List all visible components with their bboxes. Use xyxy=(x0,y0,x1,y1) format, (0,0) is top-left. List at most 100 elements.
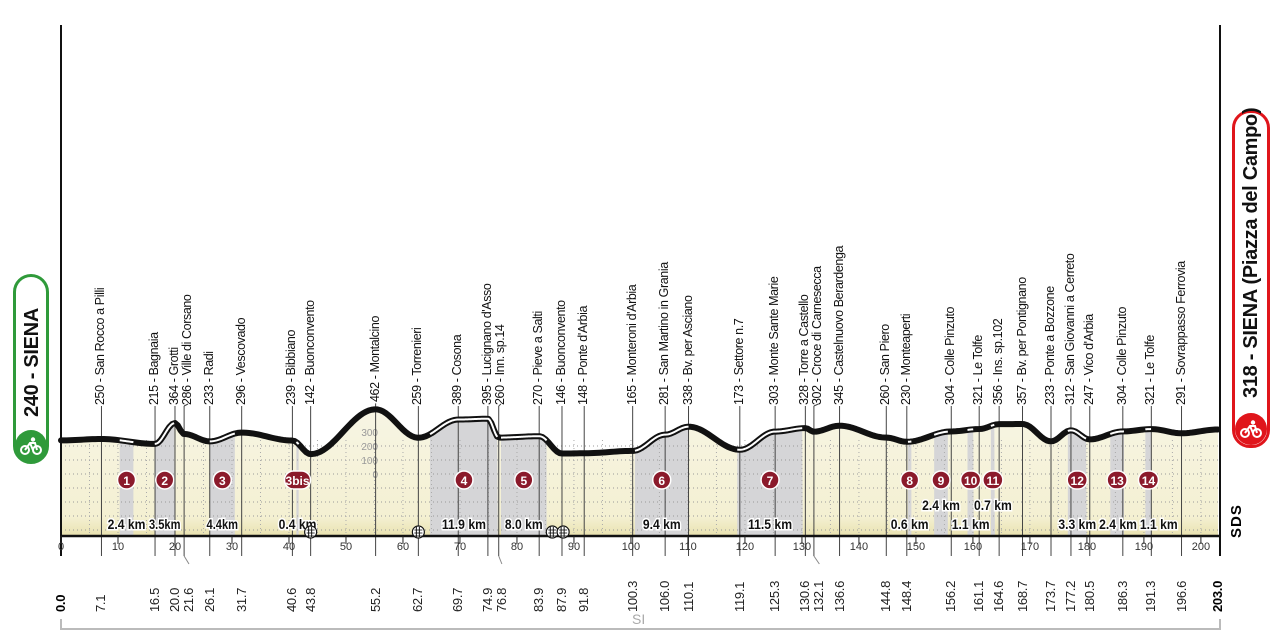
sector-number: 4 xyxy=(461,474,468,488)
start-badge: 240 - SIENA xyxy=(13,274,49,464)
sector-length: 9.4 km xyxy=(643,516,681,532)
km-label: 74.9 xyxy=(479,587,495,612)
gravel-sector-stripe xyxy=(209,432,236,443)
finish-badge: 318 - SIENA (Piazza del Campo) xyxy=(1232,107,1270,448)
level-crossing-icon xyxy=(304,525,318,539)
gravel-sector-stripe xyxy=(737,427,803,451)
sector-length: 0.6 km xyxy=(891,516,929,532)
km-label: 83.9 xyxy=(531,587,547,612)
km-label: 119.1 xyxy=(731,581,747,612)
axis-tick-label: 70 xyxy=(454,541,466,553)
km-label: 186.3 xyxy=(1114,580,1130,612)
sector-badge xyxy=(154,470,175,490)
place-label: 303 - Monte Sante Marie xyxy=(767,276,782,405)
axis-tick-label: 50 xyxy=(340,541,352,553)
sector-number: 8 xyxy=(906,474,913,488)
km-label: 16.5 xyxy=(147,587,163,612)
elevation-tick-label: 200 xyxy=(361,442,378,453)
province-label: SI xyxy=(632,611,646,627)
axis-tick-label: 40 xyxy=(283,541,295,553)
elevation-tick-label: 300 xyxy=(361,428,378,439)
sector-length: 1.1 km xyxy=(1140,516,1178,532)
km-label: 87.9 xyxy=(553,587,569,612)
sector-number: 9 xyxy=(938,474,945,488)
km-label: 20.0 xyxy=(166,587,182,612)
gravel-sector-stripe xyxy=(154,422,175,445)
elevation-tick-label: 100 xyxy=(361,456,378,467)
axis-tick-label: 20 xyxy=(169,541,181,553)
place-label: 321 - Le Tolfe xyxy=(1143,335,1158,405)
place-label: 291 - Sovrappasso Ferrovia xyxy=(1173,261,1188,405)
place-label: 250 - San Rocco a Pilli xyxy=(93,287,108,405)
place-label: 233 - Ponte a Bozzone xyxy=(1043,286,1057,405)
axis-tick-label: 60 xyxy=(397,541,409,553)
sector-length: 8.0 km xyxy=(505,516,543,532)
gravel-sector-stripe xyxy=(1067,429,1087,440)
gravel-sector-stripe xyxy=(500,435,548,442)
km-label: 125.3 xyxy=(767,580,783,612)
sector-marker: 8 xyxy=(899,470,920,490)
place-label: 281 - San Martino in Grania xyxy=(657,262,672,405)
sector-number: 1 xyxy=(123,474,130,488)
place-label: 356 - Ins. sp.102 xyxy=(991,318,1006,405)
km-label: 55.2 xyxy=(367,587,383,612)
sector-badge xyxy=(959,470,982,490)
start-label: 240 - SIENA xyxy=(21,308,43,417)
sector-number: 12 xyxy=(1071,474,1085,488)
finish-label: 318 - SIENA (Piazza del Campo) xyxy=(1240,107,1262,398)
place-label: 260 - San Piero xyxy=(878,324,893,405)
place-label: 462 - Montalcino xyxy=(367,316,382,403)
sector-number: 13 xyxy=(1110,474,1124,488)
level-crossing-icon xyxy=(411,525,425,539)
axis-tick-label: 80 xyxy=(511,541,523,553)
level-crossing-circle xyxy=(411,525,425,539)
province-bracket xyxy=(60,619,1221,630)
sector-length: 4.4km xyxy=(207,516,239,532)
sector-marker: 5 xyxy=(514,470,534,490)
km-leader-line xyxy=(498,555,503,565)
axis-tick-label: 180 xyxy=(1078,541,1096,553)
km-label: 173.7 xyxy=(1043,580,1058,612)
sector-number: 2 xyxy=(161,474,168,488)
km-label: 62.7 xyxy=(410,587,426,612)
sector-marker: 3bis xyxy=(283,470,312,490)
axis-tick-label: 190 xyxy=(1135,541,1153,553)
place-label: 321 - Le Tolfe xyxy=(971,335,986,405)
sector-length: 2.4 km xyxy=(108,516,146,532)
sector-number: 10 xyxy=(964,474,978,488)
km-label: 164.6 xyxy=(991,580,1007,612)
sector-length: 3.3 km xyxy=(1058,516,1096,532)
place-label: 148 - Ponte d'Arbia xyxy=(576,305,591,405)
level-crossing-circle xyxy=(304,525,318,539)
place-label: 165 - Monteroni d'Arbia xyxy=(624,284,639,405)
sector-number: 14 xyxy=(1142,474,1156,488)
bike-icon xyxy=(1235,413,1267,445)
km-label: 76.8 xyxy=(493,587,509,612)
km-leader-line xyxy=(813,555,820,565)
leader-line xyxy=(813,403,819,407)
km-label: 132.1 xyxy=(811,580,827,612)
sector-badge xyxy=(514,470,534,490)
axis-tick-label: 130 xyxy=(793,541,811,553)
km-label: 196.6 xyxy=(1173,580,1189,612)
km-label: 180.5 xyxy=(1081,580,1097,612)
leader-line xyxy=(498,403,502,407)
gravel-sector-stripe xyxy=(295,441,300,445)
axis-tick-label: 90 xyxy=(568,541,580,553)
km-label: 203.0 xyxy=(1210,580,1225,612)
place-label: 260 - Inn. sp.14 xyxy=(492,324,507,405)
sector-badge xyxy=(982,470,1004,490)
sector-badge xyxy=(454,470,474,490)
km-label: 110.1 xyxy=(680,581,696,612)
sector-marker: 2 xyxy=(154,470,175,490)
place-label: 389 - Cosona xyxy=(450,334,465,405)
km-leader-line xyxy=(183,555,190,565)
sector-badge xyxy=(1066,470,1088,490)
place-label: 357 - Bv. per Pontignano xyxy=(1014,277,1029,405)
level-crossing-icon xyxy=(545,525,559,539)
axis-tick-label: 160 xyxy=(964,541,982,553)
sector-marker: 6 xyxy=(651,470,672,490)
axis-tick-label: 0 xyxy=(58,541,64,553)
